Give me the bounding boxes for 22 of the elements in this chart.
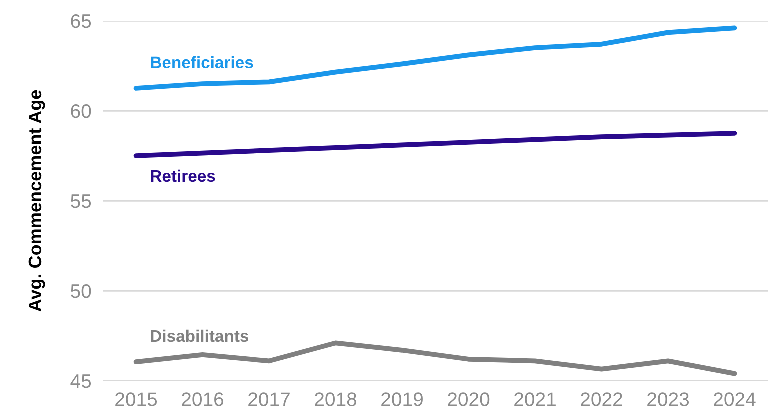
line-series xyxy=(134,340,738,376)
x-tick-label: 2016 xyxy=(182,392,224,406)
x-tick-label: 2023 xyxy=(648,392,690,406)
x-tick-label: 2022 xyxy=(581,392,622,406)
x-tick-label: 2015 xyxy=(116,392,158,406)
y-tick-label: 65 xyxy=(71,14,92,28)
series-label: Beneficiaries xyxy=(151,56,254,69)
line-series xyxy=(134,131,738,158)
y-tick-label: 55 xyxy=(71,194,92,208)
x-tick-label: 2019 xyxy=(382,392,423,406)
line-series xyxy=(134,26,738,91)
x-tick-label: 2021 xyxy=(514,392,556,406)
y-tick-label: 45 xyxy=(70,374,92,388)
x-tick-label: 2020 xyxy=(448,392,490,406)
series-label: Retirees xyxy=(151,170,216,182)
y-tick-label: 60 xyxy=(71,104,92,118)
y-tick-label: 50 xyxy=(71,284,92,298)
series-label: Disabilitants xyxy=(151,330,249,342)
x-tick-label: 2024 xyxy=(714,392,756,406)
x-tick-label: 2017 xyxy=(248,392,290,406)
x-tick-label: 2018 xyxy=(315,392,357,406)
y-axis-title: Avg. Commencement Age xyxy=(28,90,46,312)
